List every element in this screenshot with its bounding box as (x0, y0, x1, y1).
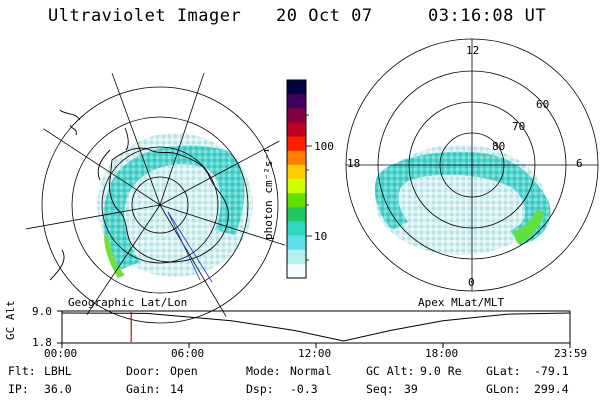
timeline-xtick-0600: 06:00 (171, 347, 205, 360)
gain-label: Gain: (126, 382, 161, 396)
timeline-xtick-0000: 00:00 (44, 347, 78, 360)
colorbar-segment (287, 122, 306, 138)
dsp-label: Dsp: (246, 382, 274, 396)
boresight-lines (167, 211, 213, 283)
mlt-label-18: 18 (347, 157, 361, 170)
door-label: Door: (126, 364, 161, 378)
colorbar-unit-label: photon cm⁻²s⁻¹ (262, 147, 275, 240)
ip-value: 36.0 (44, 382, 72, 396)
orbit-altitude-curve (61, 312, 570, 342)
glat-label: GLat: (486, 364, 521, 378)
instrument-title: Ultraviolet Imager (48, 6, 242, 26)
ip-label: IP: (8, 382, 29, 396)
mlt-label-6: 6 (576, 157, 583, 170)
apex-caption: Apex MLat/MLT (418, 296, 505, 309)
mode-label: Mode: (246, 364, 281, 378)
colorbar-segment (287, 80, 306, 95)
colorbar-segment (287, 221, 306, 237)
timeline-xtick-1200: 12:00 (298, 347, 332, 360)
colorbar-segment (287, 164, 306, 180)
image-date: 20 Oct 07 (276, 6, 373, 26)
colorbar-segment (287, 249, 306, 265)
color-bar-ticks (306, 114, 312, 261)
colorbar-segment (287, 235, 306, 251)
filter-value: LBHL (44, 364, 72, 378)
colorbar-segment (287, 150, 306, 166)
dsp-value: -0.3 (290, 382, 318, 396)
timeline-ytick-1-8: 1.8 (32, 336, 52, 349)
mlat-label-80: 80 (492, 140, 506, 153)
mode-value: Normal (290, 364, 332, 378)
geographic-caption: Geographic Lat/Lon (68, 296, 188, 309)
colorbar-segment (287, 193, 306, 208)
gain-value: 14 (170, 382, 184, 396)
image-time: 03:16:08 UT (428, 6, 547, 26)
colorbar-tick-10: 10 (314, 230, 328, 243)
colorbar-segment (287, 179, 306, 194)
colorbar-segment (287, 94, 306, 109)
auroral-oval (103, 145, 245, 270)
mlat-label-70: 70 (512, 120, 526, 133)
door-value: Open (170, 364, 198, 378)
filter-label: Flt: (8, 364, 36, 378)
glat-value: -79.1 (534, 364, 569, 378)
mlt-label-12: 12 (466, 44, 480, 57)
apex-grid (345, 38, 599, 292)
colorbar-segment (287, 263, 306, 279)
auroral-oval-apex (374, 151, 551, 245)
apex-map (345, 38, 599, 292)
mlt-label-0: 0 (468, 276, 475, 289)
orbit-timeline (57, 310, 571, 348)
colorbar-frame (286, 79, 307, 279)
auroral-bright-band (104, 235, 125, 278)
timeline-ytick-9: 9.0 (32, 305, 52, 318)
colorbar-segment (287, 136, 306, 152)
geographic-map (23, 65, 293, 335)
mlat-label-60: 60 (536, 98, 550, 111)
colorbar-segment (287, 108, 306, 123)
colorbar-segment (287, 207, 306, 222)
timeline-xtick-1800: 18:00 (425, 347, 459, 360)
gcalt-label: GC Alt: (366, 364, 415, 378)
seq-label: Seq: (366, 382, 394, 396)
timeline-xtick-2359: 23:59 (554, 347, 588, 360)
colorbar-tick-100: 100 (314, 140, 334, 153)
color-bar (286, 79, 307, 279)
glon-value: 299.4 (534, 382, 569, 396)
seq-value: 39 (404, 382, 418, 396)
gcalt-value: 9.0 Re (420, 364, 462, 378)
timeline-ylabel: GC Alt (4, 300, 17, 340)
glon-label: GLon: (486, 382, 521, 396)
timeline-ticks (57, 310, 571, 348)
auroral-bright-band-apex (512, 210, 545, 244)
